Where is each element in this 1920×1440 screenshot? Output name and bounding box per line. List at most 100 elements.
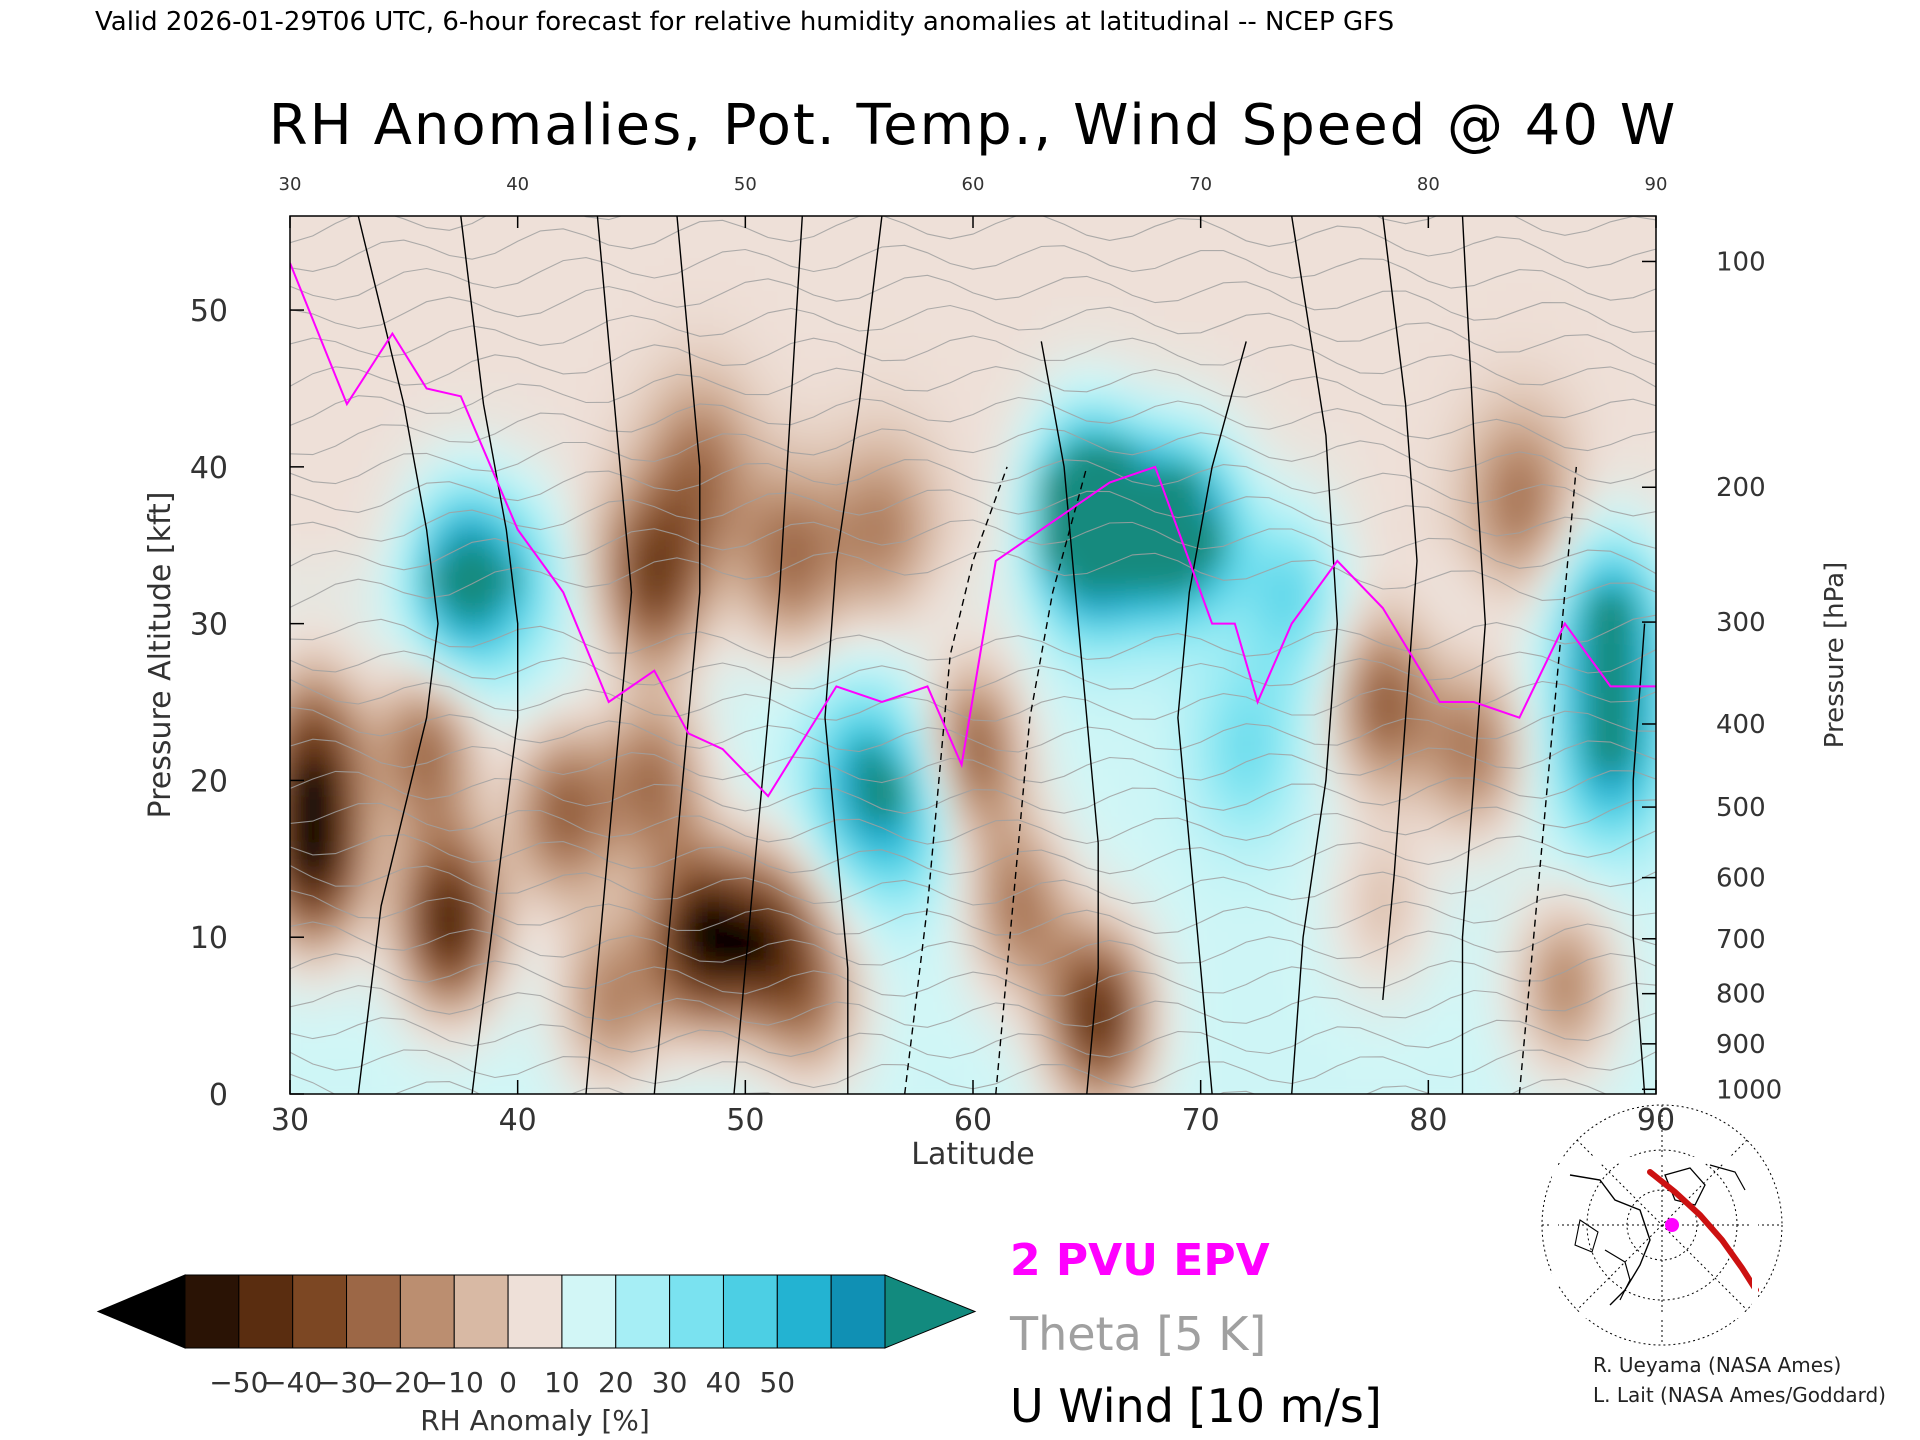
rh-cell: [1633, 617, 1656, 644]
rh-cell: [1405, 843, 1430, 870]
rh-cell: [449, 491, 474, 519]
rh-cell: [973, 517, 997, 544]
rh-cell: [1132, 893, 1157, 920]
rh-cell: [973, 1068, 997, 1094]
rh-cell: [1223, 667, 1248, 694]
rh-cell: [517, 391, 542, 418]
rh-cell: [1633, 1043, 1656, 1070]
isotach-6: [904, 466, 1008, 1094]
rh-cell: [1656, 367, 1680, 393]
rh-cell: [426, 567, 451, 594]
rh-cell: [1086, 717, 1111, 744]
rh-cell: [768, 918, 792, 945]
rh-cell: [1223, 441, 1248, 468]
rh-cell: [381, 517, 405, 544]
rh-cell: [1246, 316, 1270, 343]
rh-cell: [449, 717, 474, 744]
rh-cell: [1382, 717, 1407, 744]
rh-cell: [1155, 617, 1179, 644]
rh-cell: [472, 968, 496, 995]
rh-cell: [1200, 517, 1225, 544]
rh-cell: [973, 266, 997, 293]
rh-cell: [995, 868, 1020, 895]
rh-cell: [1610, 266, 1635, 293]
rh-cell: [904, 767, 929, 794]
rh-cell: [904, 542, 929, 569]
rh-cell: [768, 642, 792, 669]
rh-cell: [745, 241, 770, 268]
rh-cell: [1132, 943, 1157, 970]
rh-cell: [1633, 592, 1656, 619]
rh-cell: [745, 667, 770, 694]
rh-cell: [1018, 893, 1043, 920]
rh-cell: [813, 266, 838, 293]
rh-cell: [699, 567, 724, 594]
rh-cell: [631, 567, 656, 594]
rh-cell: [1587, 868, 1612, 895]
rh-cell: [1246, 717, 1270, 744]
rh-cell: [1155, 642, 1179, 669]
rh-cell: [1382, 266, 1407, 293]
rh-cell: [790, 943, 815, 970]
rh-cell: [1542, 316, 1566, 343]
rh-cell: [1496, 717, 1521, 744]
rh-cell: [586, 1094, 610, 1120]
rh-cell: [745, 542, 770, 569]
rh-cell: [995, 341, 1020, 368]
rh-cell: [1519, 667, 1544, 694]
rh-cell: [836, 216, 861, 217]
rh-cell: [768, 692, 792, 719]
rh-cell: [608, 993, 633, 1020]
rh-cell: [335, 441, 360, 468]
rh-cell: [1041, 893, 1066, 920]
rh-cell: [1405, 441, 1430, 468]
rh-cell: [403, 767, 428, 794]
rh-cell: [1360, 517, 1384, 544]
rh-cell: [608, 642, 633, 669]
rh-cell: [449, 692, 474, 719]
rh-cell: [585, 391, 610, 418]
rh-cell: [631, 291, 656, 318]
rh-cell: [1109, 1068, 1134, 1094]
rh-cell: [1382, 466, 1407, 493]
rh-cell: [1337, 592, 1362, 619]
rh-cell: [403, 692, 428, 719]
rh-cell: [1360, 667, 1384, 694]
x-top-tick-label: 50: [734, 174, 757, 195]
rh-cell: [677, 742, 701, 769]
rh-cell: [745, 692, 770, 719]
rh-cell: [1177, 416, 1202, 443]
rh-cell: [1064, 341, 1088, 368]
rh-cell: [1200, 592, 1225, 619]
rh-cell: [608, 216, 633, 217]
rh-cell: [859, 968, 883, 995]
rh-cell: [1018, 441, 1043, 468]
rh-cell: [1587, 542, 1612, 569]
rh-cell: [381, 291, 405, 318]
rh-cell: [995, 1043, 1020, 1070]
rh-cell: [1246, 517, 1270, 544]
rh-cell: [426, 968, 451, 995]
rh-cell: [358, 466, 383, 493]
rh-cell: [950, 291, 974, 318]
rh-cell: [836, 667, 861, 694]
rh-cell: [950, 1018, 974, 1045]
rh-cell: [1542, 216, 1566, 243]
rh-cell: [1382, 943, 1407, 970]
rh-cell: [1542, 466, 1566, 493]
rh-cell: [1041, 1068, 1066, 1094]
rh-cell: [540, 316, 565, 343]
rh-cell: [1155, 1018, 1179, 1045]
rh-cell: [631, 266, 656, 293]
rh-cell: [677, 241, 701, 268]
rh-cell: [1018, 241, 1043, 268]
rh-cell: [813, 416, 838, 443]
rh-cell: [585, 216, 610, 243]
rh-cell: [335, 216, 360, 217]
rh-cell: [995, 818, 1020, 845]
x-tick-label: 60: [954, 1103, 992, 1138]
rh-cell: [358, 216, 383, 243]
rh-cell: [790, 491, 815, 519]
rh-cell: [358, 617, 383, 644]
rh-cell: [1132, 542, 1157, 569]
